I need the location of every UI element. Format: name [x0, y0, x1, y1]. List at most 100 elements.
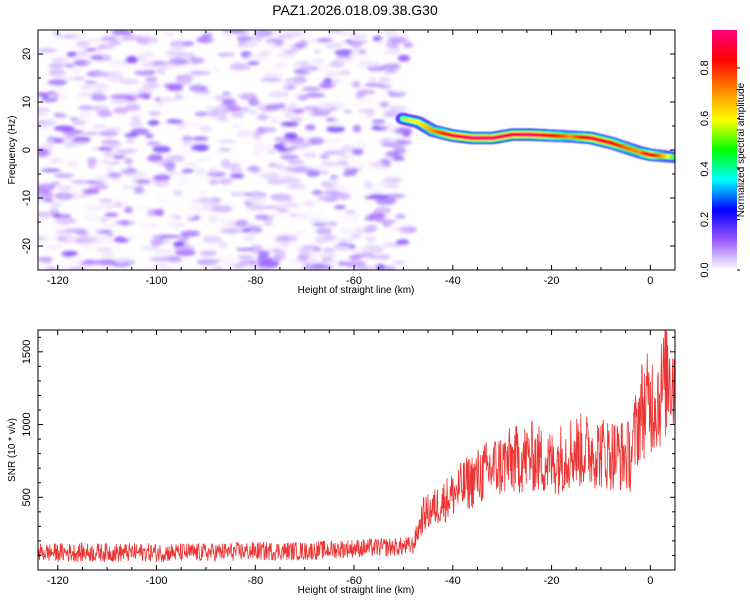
noise-blob: [350, 218, 360, 225]
noise-blob: [357, 112, 369, 117]
noise-blob: [72, 69, 82, 75]
noise-blob: [165, 118, 184, 124]
x-tick-label: -20: [544, 275, 560, 287]
noise-blob: [343, 109, 352, 115]
x-tick-label: -40: [445, 275, 461, 287]
noise-blob: [336, 114, 358, 122]
noise-blob: [217, 218, 236, 225]
noise-blob: [42, 141, 56, 149]
noise-blob: [353, 48, 367, 55]
noise-blob: [72, 58, 92, 67]
noise-blob: [297, 251, 312, 259]
noise-blob: [66, 51, 78, 58]
noise-blob: [323, 150, 346, 156]
noise-blob: [196, 176, 210, 181]
noise-blob: [174, 94, 192, 103]
noise-blob: [38, 125, 51, 130]
noise-blob: [388, 133, 404, 138]
noise-blob: [87, 157, 98, 165]
noise-blob: [350, 161, 373, 168]
snr-xlabel: Height of straight line (km): [298, 585, 415, 596]
noise-blob: [218, 240, 228, 249]
noise-blob: [379, 101, 390, 108]
noise-blob: [271, 256, 282, 262]
noise-blob: [77, 51, 89, 57]
noise-blob: [383, 49, 402, 55]
noise-blob: [178, 214, 196, 219]
noise-blob: [74, 45, 93, 51]
noise-blob: [39, 250, 57, 255]
noise-blob: [147, 119, 160, 126]
noise-blob: [331, 245, 351, 252]
noise-blob: [166, 155, 185, 163]
noise-blob: [308, 209, 327, 217]
noise-blob: [335, 187, 355, 193]
noise-blob: [38, 256, 53, 263]
x-tick-label: -20: [544, 575, 560, 587]
colorbar-label: Normalized spectral amplitude: [736, 82, 747, 217]
noise-blob: [349, 254, 362, 260]
noise-blob: [148, 111, 162, 116]
noise-blob: [139, 40, 149, 45]
noise-blob: [94, 175, 112, 180]
noise-blob: [141, 62, 157, 67]
noise-blob: [207, 152, 224, 157]
noise-blob: [134, 34, 151, 39]
noise-blob: [319, 153, 330, 160]
noise-blob: [144, 102, 159, 108]
noise-blob: [306, 137, 319, 144]
noise-blob: [229, 173, 245, 179]
noise-blob: [189, 70, 212, 76]
noise-blob: [44, 245, 64, 249]
snr-panel: -120 -100 -80 -60 -40 -20 0 500 1000 1500 Height …: [7, 329, 676, 596]
noise-blob: [174, 114, 194, 119]
noise-blob: [164, 50, 181, 57]
noise-blob: [98, 217, 109, 223]
noise-blob: [194, 242, 213, 247]
noise-blob: [121, 185, 137, 189]
noise-blob: [317, 102, 334, 107]
noise-blob: [392, 260, 407, 265]
noise-blob: [84, 204, 102, 212]
noise-blob: [357, 60, 379, 68]
noise-blob: [257, 266, 268, 270]
noise-blob: [188, 84, 208, 92]
noise-blob: [199, 125, 213, 132]
x-tick-label: -40: [445, 575, 461, 587]
noise-blob: [65, 141, 78, 148]
noise-blob: [194, 167, 207, 175]
noise-blob: [327, 30, 344, 34]
noise-blob: [73, 76, 85, 81]
noise-blob: [119, 220, 129, 226]
spectrogram-noise: [38, 30, 417, 270]
noise-blob: [47, 94, 57, 98]
noise-blob: [109, 247, 130, 252]
x-tick-label: 0: [647, 575, 653, 587]
noise-blob: [96, 259, 118, 266]
noise-blob: [123, 206, 134, 214]
noise-blob: [104, 212, 119, 218]
noise-blob: [77, 249, 96, 255]
noise-blob: [187, 203, 201, 210]
noise-blob: [152, 175, 162, 181]
noise-blob: [301, 244, 319, 250]
noise-blob: [278, 125, 288, 131]
noise-blob: [273, 197, 295, 203]
noise-blob: [352, 187, 361, 195]
noise-blob: [395, 213, 406, 219]
snr-ylabel: SNR (10 * v/v): [7, 418, 18, 482]
noise-blob: [371, 119, 386, 124]
noise-blob: [280, 121, 299, 127]
noise-blob: [262, 66, 283, 71]
noise-blob: [157, 68, 166, 75]
noise-blob: [124, 171, 147, 178]
noise-blob: [340, 145, 354, 153]
noise-blob: [100, 250, 115, 259]
noise-blob: [38, 48, 57, 53]
noise-blob: [261, 72, 283, 79]
noise-blob: [76, 236, 99, 242]
noise-blob: [256, 113, 269, 121]
noise-blob: [259, 172, 270, 177]
x-tick-label: -80: [247, 275, 263, 287]
